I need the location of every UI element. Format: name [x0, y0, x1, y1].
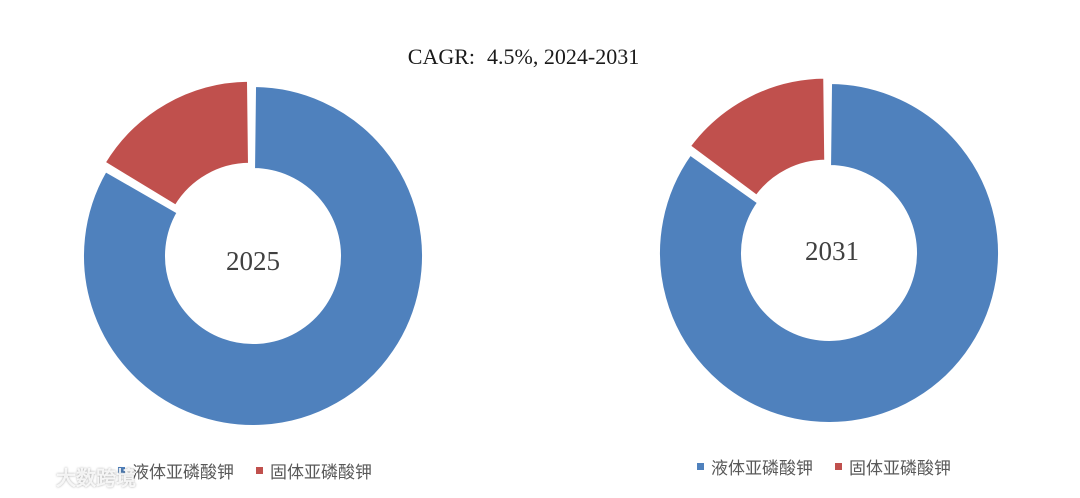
legend-swatch [697, 463, 704, 470]
legend-label: 液体亚磷酸钾 [132, 463, 234, 483]
cagr-label: CAGR: [407, 44, 476, 69]
legend-swatch [835, 463, 842, 470]
legend-item: 固体亚磷酸钾 [835, 454, 951, 479]
donut-center-label: 2031 [805, 236, 859, 266]
legend-item: 固体亚磷酸钾 [256, 458, 372, 483]
legend-item: 液体亚磷酸钾 [697, 454, 813, 479]
legend-label: 固体亚磷酸钾 [270, 463, 372, 483]
legend-swatch [256, 467, 263, 474]
chart-title: CAGR: 4.5%, 2024-2031 [0, 44, 1047, 70]
legend-item: 液体亚磷酸钾 [118, 458, 234, 483]
legend-label: 液体亚磷酸钾 [711, 459, 813, 479]
donut-slice-2025-liquid [82, 84, 424, 427]
donut-chart-2025: 2025 [82, 79, 424, 427]
watermark-text: 大数跨境 [56, 466, 136, 490]
legend-label: 固体亚磷酸钾 [849, 459, 951, 479]
legend-2031: 液体亚磷酸钾 固体亚磷酸钾 [697, 454, 973, 479]
legend-swatch [118, 467, 125, 474]
donut-center-label: 2025 [226, 246, 280, 276]
donut-chart-2031: 2031 [658, 76, 1000, 424]
legend-2025: 液体亚磷酸钾 固体亚磷酸钾 [118, 458, 394, 483]
donut-slice-2031-solid [688, 76, 827, 198]
watermark-logo-icon [12, 468, 46, 484]
cagr-value: 4.5%, 2024-2031 [487, 44, 640, 69]
donut-slice-2031-liquid [658, 81, 1000, 424]
donut-slice-2025-solid [103, 79, 250, 207]
watermark: 大数跨境 [10, 462, 136, 491]
